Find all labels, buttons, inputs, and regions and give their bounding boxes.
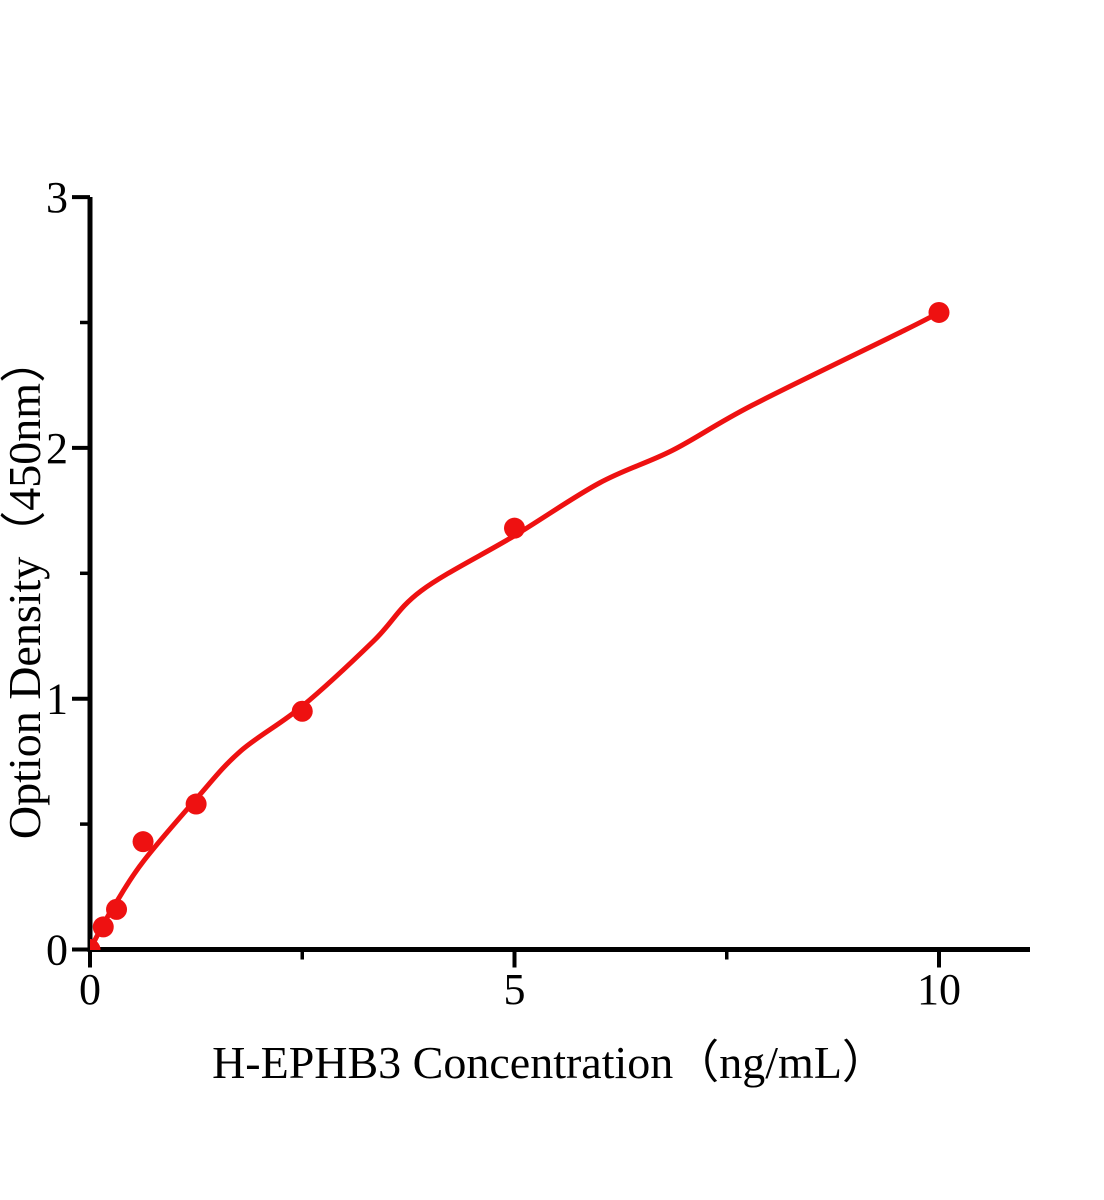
data-point: [504, 517, 525, 539]
data-point: [928, 301, 950, 323]
tick-label-layer: 0 5 10 0 1 2 3: [46, 173, 961, 1014]
y-tick-label: 1: [46, 675, 68, 724]
fit-curve: [90, 309, 942, 950]
x-tick-label: 5: [504, 965, 526, 1014]
data-point: [185, 793, 207, 815]
data-points-layer: [90, 301, 950, 950]
y-axis-title: Option Density（450nm）: [0, 337, 50, 839]
data-point: [106, 898, 128, 920]
data-point: [291, 700, 313, 722]
x-tick-label: 10: [917, 965, 961, 1014]
x-tick-label: 0: [79, 965, 101, 1014]
data-point: [90, 939, 101, 950]
data-point: [132, 831, 154, 853]
axes-layer: [72, 195, 1030, 968]
x-axis-title: H-EPHB3 Concentration（ng/mL）: [212, 1037, 888, 1088]
y-tick-label: 2: [46, 424, 68, 473]
y-tick-label: 0: [46, 926, 68, 975]
y-tick-label: 3: [46, 173, 68, 222]
fit-curve-layer: [90, 309, 942, 950]
data-point: [92, 916, 114, 938]
